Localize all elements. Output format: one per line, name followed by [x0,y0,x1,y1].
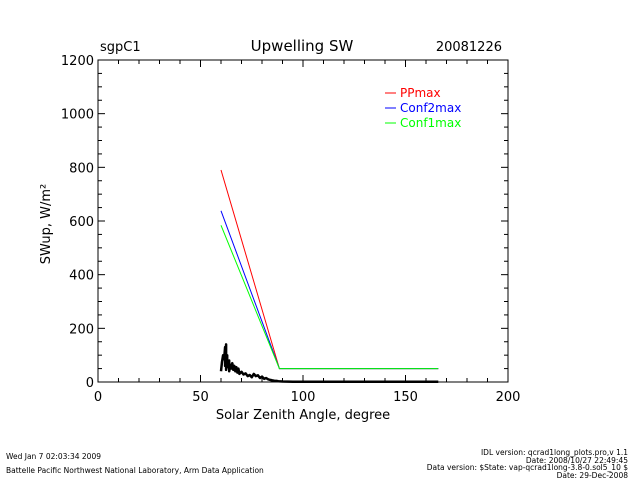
footer-idl-date: Date: 2008/10/27 22:49:45 [526,456,628,465]
x-tick-label: 200 [496,390,521,405]
footer-timestamp: Wed Jan 7 02:03:34 2009 [6,452,101,461]
ppmax-series [220,169,439,370]
x-tick-label: 0 [94,390,102,405]
observations-series [219,343,439,383]
y-tick-label: 1000 [61,108,94,123]
x-tick-label: 100 [291,390,316,405]
footer-data-date: Date: 29-Dec-2008 [557,471,629,480]
axes: 0 50 100 150 200 0 200 400 600 800 1000 1200 [61,54,521,405]
conf1max-series [220,225,439,370]
y-tick-label: 800 [69,161,94,176]
x-tick-label: 50 [192,390,209,405]
date-label: 20081226 [436,40,502,55]
x-tick-label: 150 [393,390,418,405]
conf1max-legend-label: Conf1max [400,116,461,130]
x-axis-label: Solar Zenith Angle, degree [216,408,390,423]
y-axis-label: SWup, W/m² [39,184,54,265]
footer-data-version: Data version: $State: vap-qcrad1long-3.8… [427,463,629,472]
conf2max-series [220,210,439,370]
y-tick-label: 0 [86,376,94,391]
chart-title: Upwelling SW [251,37,354,55]
footer-institution: Battelle Pacific Northwest National Labo… [6,466,264,475]
site-label: sgpC1 [100,40,141,55]
y-tick-label: 400 [69,269,94,284]
conf2max-legend-label: Conf2max [400,101,461,115]
series-group [219,169,439,383]
y-tick-label: 600 [69,215,94,230]
y-tick-label: 1200 [61,54,94,69]
ppmax-legend-label: PPmax [400,86,441,100]
footer-idl-version: IDL version: qcrad1long_plots.pro,v 1.1 [481,448,628,457]
y-tick-label: 200 [69,322,94,337]
